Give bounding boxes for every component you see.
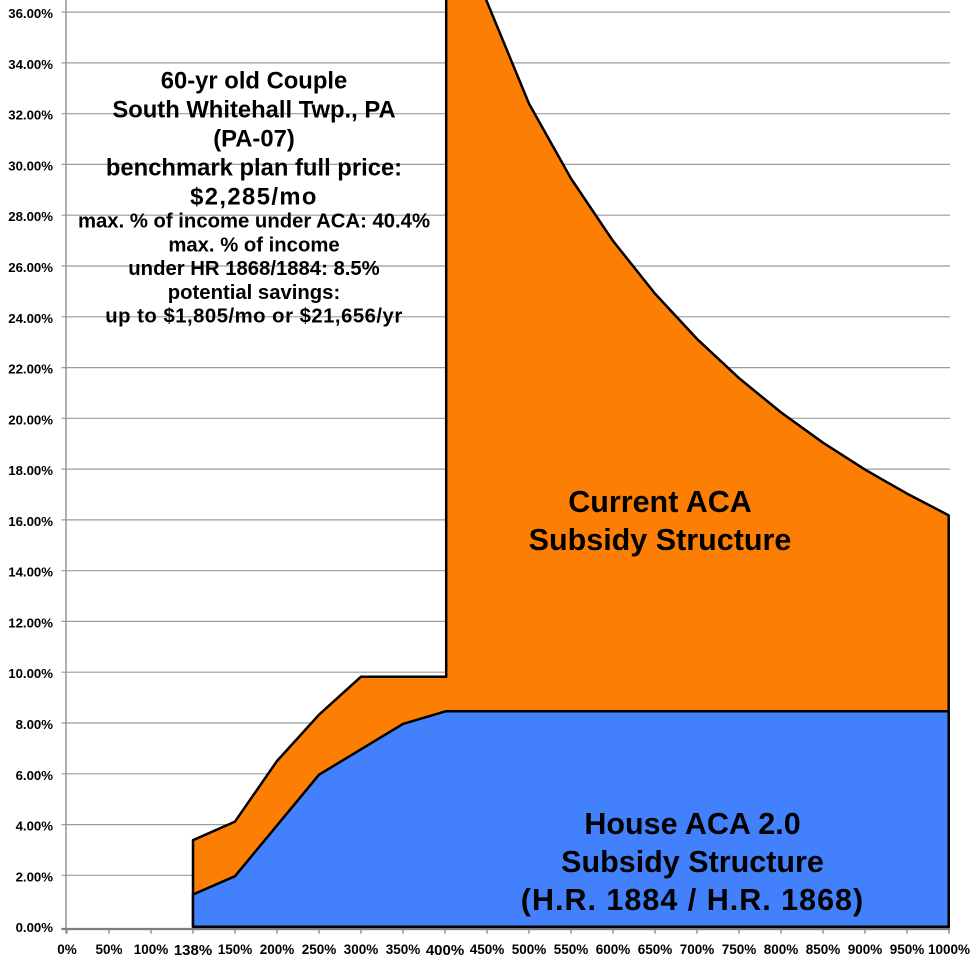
svg-text:500%: 500% — [512, 942, 547, 957]
svg-text:36.00%: 36.00% — [8, 6, 53, 21]
svg-text:Current ACA: Current ACA — [568, 485, 752, 519]
svg-text:(PA-07): (PA-07) — [213, 126, 295, 153]
svg-text:20.00%: 20.00% — [8, 412, 53, 427]
svg-text:Subsidy Structure: Subsidy Structure — [529, 523, 792, 557]
svg-text:350%: 350% — [386, 942, 421, 957]
svg-text:60-yr old Couple: 60-yr old Couple — [161, 68, 347, 95]
svg-text:400%: 400% — [426, 942, 464, 959]
svg-text:650%: 650% — [638, 942, 673, 957]
svg-text:Subsidy Structure: Subsidy Structure — [561, 845, 824, 879]
svg-text:6.00%: 6.00% — [16, 768, 54, 783]
svg-text:32.00%: 32.00% — [8, 108, 53, 123]
svg-text:10.00%: 10.00% — [8, 666, 53, 681]
svg-text:900%: 900% — [848, 942, 883, 957]
svg-text:800%: 800% — [764, 942, 799, 957]
svg-text:$2,285/mo: $2,285/mo — [190, 183, 318, 210]
svg-text:34.00%: 34.00% — [8, 57, 53, 72]
svg-text:4.00%: 4.00% — [16, 819, 54, 834]
svg-text:450%: 450% — [470, 942, 505, 957]
svg-text:50%: 50% — [95, 942, 122, 957]
svg-text:benchmark plan full price:: benchmark plan full price: — [106, 154, 402, 181]
svg-text:8.00%: 8.00% — [16, 717, 54, 732]
svg-text:0%: 0% — [57, 942, 77, 957]
svg-text:South Whitehall Twp., PA: South Whitehall Twp., PA — [112, 97, 395, 124]
svg-text:potential savings:: potential savings: — [168, 282, 340, 304]
svg-text:550%: 550% — [554, 942, 589, 957]
svg-text:max. % of income under ACA: 40: max. % of income under ACA: 40.4% — [78, 211, 430, 233]
svg-text:under HR 1868/1884: 8.5%: under HR 1868/1884: 8.5% — [128, 258, 379, 280]
svg-text:850%: 850% — [806, 942, 841, 957]
svg-text:138%: 138% — [174, 942, 212, 959]
svg-text:150%: 150% — [218, 942, 253, 957]
svg-text:max. % of income: max. % of income — [168, 234, 339, 256]
svg-text:14.00%: 14.00% — [8, 565, 53, 580]
svg-text:up to $1,805/mo or $21,656/yr: up to $1,805/mo or $21,656/yr — [105, 306, 402, 328]
svg-text:600%: 600% — [596, 942, 631, 957]
svg-text:750%: 750% — [722, 942, 757, 957]
svg-text:950%: 950% — [890, 942, 925, 957]
svg-text:2.00%: 2.00% — [16, 869, 54, 884]
svg-text:22.00%: 22.00% — [8, 362, 53, 377]
svg-text:18.00%: 18.00% — [8, 463, 53, 478]
svg-text:24.00%: 24.00% — [8, 311, 53, 326]
svg-text:700%: 700% — [680, 942, 715, 957]
svg-text:12.00%: 12.00% — [8, 615, 53, 630]
svg-text:250%: 250% — [302, 942, 337, 957]
svg-text:300%: 300% — [344, 942, 379, 957]
svg-text:1000%: 1000% — [928, 942, 970, 957]
svg-text:16.00%: 16.00% — [8, 514, 53, 529]
svg-text:200%: 200% — [260, 942, 295, 957]
svg-text:House ACA 2.0: House ACA 2.0 — [584, 807, 800, 841]
svg-text:28.00%: 28.00% — [8, 209, 53, 224]
svg-text:(H.R. 1884 / H.R. 1868): (H.R. 1884 / H.R. 1868) — [521, 883, 864, 917]
svg-text:100%: 100% — [134, 942, 169, 957]
svg-text:30.00%: 30.00% — [8, 158, 53, 173]
svg-text:0.00%: 0.00% — [16, 920, 54, 935]
svg-text:26.00%: 26.00% — [8, 260, 53, 275]
